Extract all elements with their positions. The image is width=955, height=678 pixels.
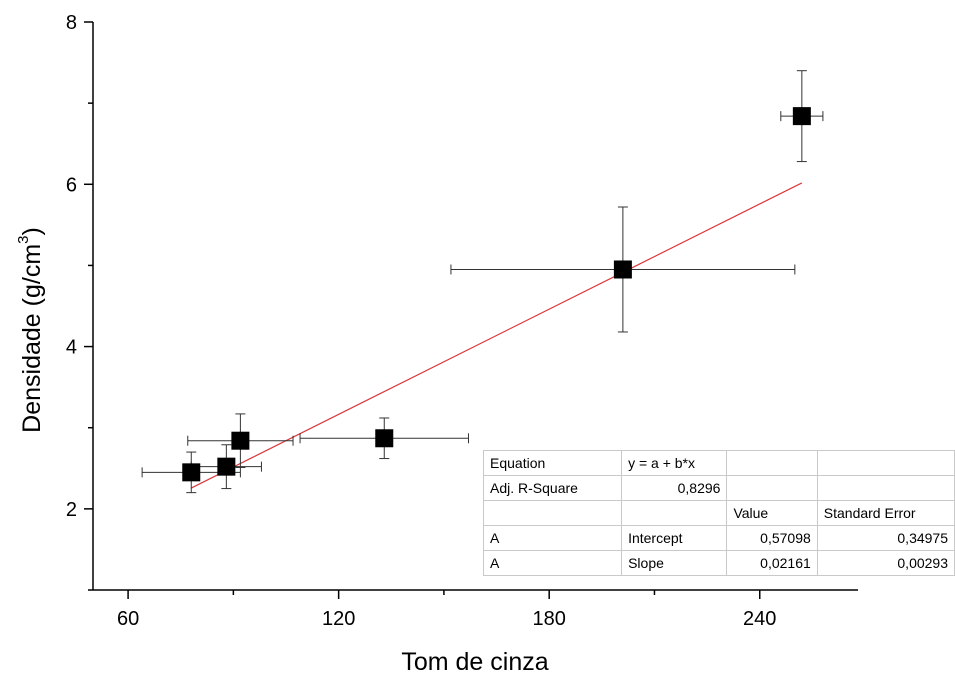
data-point bbox=[613, 260, 632, 279]
data-point bbox=[217, 457, 236, 476]
x-tick-label: 60 bbox=[117, 608, 139, 630]
data-point bbox=[231, 431, 250, 450]
table-cell: 0,8296 bbox=[621, 475, 728, 501]
y-axis-title-superscript: 3 bbox=[15, 236, 32, 244]
y-tick-label: 8 bbox=[66, 12, 77, 34]
fit-results-body: Equation y = a + b*x Adj. R-Square 0,829… bbox=[482, 450, 955, 576]
axes bbox=[84, 21, 858, 599]
table-cell: 0,34975 bbox=[816, 525, 955, 551]
x-axis-title: Tom de cinza bbox=[401, 648, 548, 676]
fit-line bbox=[190, 182, 803, 489]
y-axis-title: Densidade (g/cm3) bbox=[15, 227, 46, 433]
table-cell bbox=[816, 475, 955, 501]
table-cell: Standard Error bbox=[816, 500, 955, 526]
data-point bbox=[182, 463, 201, 482]
y-axis-title-close: ) bbox=[18, 227, 46, 235]
table-cell: 0,02161 bbox=[726, 550, 818, 576]
table-row: Value Standard Error bbox=[482, 500, 955, 526]
table-cell bbox=[621, 500, 728, 526]
y-tick-label: 2 bbox=[66, 499, 77, 521]
table-row: Adj. R-Square 0,8296 bbox=[482, 475, 955, 501]
table-cell: A bbox=[482, 550, 623, 576]
points-layer bbox=[182, 107, 811, 482]
x-tick-label: 180 bbox=[533, 608, 566, 630]
y-axis-title-main: Densidade (g/cm bbox=[18, 244, 46, 433]
fit-results-table: Equation y = a + b*x Adj. R-Square 0,829… bbox=[482, 450, 955, 576]
table-cell: Intercept bbox=[621, 525, 728, 551]
x-tick-label: 120 bbox=[322, 608, 355, 630]
error-bars-layer bbox=[141, 70, 824, 494]
data-point bbox=[792, 107, 811, 126]
y-tick-label: 4 bbox=[66, 337, 77, 359]
table-cell: 0,57098 bbox=[726, 525, 818, 551]
table-cell: Slope bbox=[621, 550, 728, 576]
fit-line-layer bbox=[190, 182, 803, 489]
table-cell bbox=[482, 500, 623, 526]
table-cell: Adj. R-Square bbox=[482, 475, 623, 501]
table-cell bbox=[726, 450, 818, 476]
table-row: Equation y = a + b*x bbox=[482, 450, 955, 476]
tick-labels: 60 120 180 240 2 4 6 8 bbox=[66, 12, 777, 630]
table-cell: A bbox=[482, 525, 623, 551]
table-cell: Value bbox=[726, 500, 818, 526]
table-row: A Slope 0,02161 0,00293 bbox=[482, 550, 955, 576]
data-point bbox=[375, 429, 394, 448]
table-cell: 0,00293 bbox=[816, 550, 955, 576]
table-cell: y = a + b*x bbox=[621, 450, 728, 476]
table-cell bbox=[726, 475, 818, 501]
table-cell bbox=[816, 450, 955, 476]
x-tick-label: 240 bbox=[743, 608, 776, 630]
y-tick-label: 6 bbox=[66, 174, 77, 196]
table-row: A Intercept 0,57098 0,34975 bbox=[482, 525, 955, 551]
table-cell: Equation bbox=[482, 450, 623, 476]
